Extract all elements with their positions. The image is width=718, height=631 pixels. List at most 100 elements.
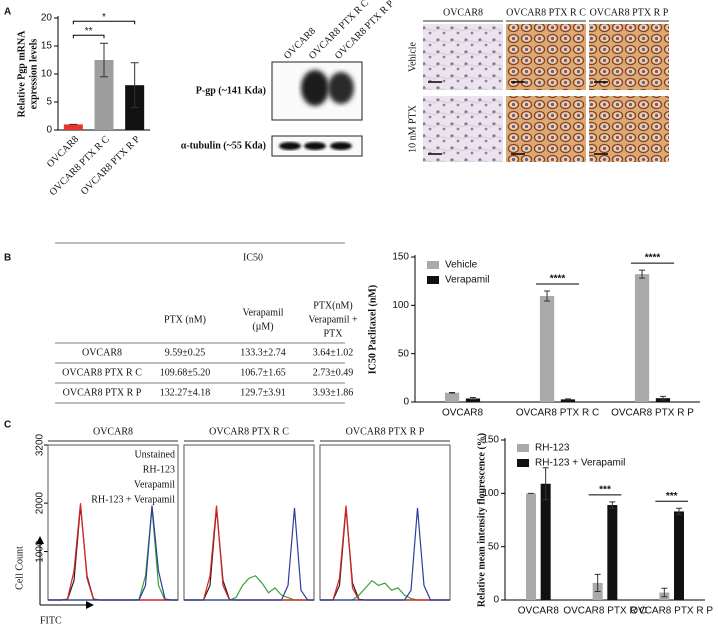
ihc-image xyxy=(423,24,503,90)
table-rules xyxy=(55,242,345,404)
blot-row-label: P-gp (~141 Kda) xyxy=(196,85,266,96)
table-column-label: Verapamil + xyxy=(308,314,358,325)
x-tick-label: OVCAR8 PTX R P xyxy=(630,606,713,617)
plot-frame xyxy=(183,444,315,601)
y-tick-label: 150 xyxy=(482,435,499,446)
legend-swatch xyxy=(517,444,529,452)
y-tick-label: 100 xyxy=(392,300,409,311)
y-tick-label: 0 xyxy=(46,125,52,136)
ihc-image xyxy=(506,24,586,90)
y-axis-label: expression levels xyxy=(28,39,39,110)
legend-label: Unstained xyxy=(134,449,175,460)
y-tick-label: 3200 xyxy=(35,433,46,456)
error-bar xyxy=(469,396,476,400)
y-tick-label: 100 xyxy=(482,488,499,499)
bar xyxy=(674,511,684,600)
histogram-curve xyxy=(320,507,450,601)
ihc-grid xyxy=(423,20,669,162)
ihc-image xyxy=(589,96,669,162)
axis-arrows xyxy=(39,540,90,606)
table-column-label: (µM) xyxy=(252,321,273,332)
bar xyxy=(607,505,618,600)
table-row-label: OVCAR8 PTX R C xyxy=(62,367,142,378)
table-cell: 109.68±5.20 xyxy=(160,367,211,378)
ihc-column-label: OVCAR8 PTX R P xyxy=(590,7,669,18)
histogram-curve xyxy=(184,505,314,601)
significance-label: **** xyxy=(645,253,661,264)
table-cell: 133.3±2.74 xyxy=(240,347,286,358)
table-cell: 9.59±0.25 xyxy=(165,347,206,358)
panel-title: OVCAR8 PTX R P xyxy=(346,426,425,437)
table-column-label: Verapamil xyxy=(242,307,283,318)
table-cell: 129.7±3.91 xyxy=(240,387,286,398)
y-axis-label: Relative Pgp mRNA xyxy=(16,30,27,117)
legend-label: Verapamil xyxy=(134,479,175,490)
histogram-curve xyxy=(320,507,450,601)
ihc-row-label: Vehicle xyxy=(407,41,418,72)
blot-band xyxy=(330,142,352,150)
legend-label: Vehicle xyxy=(445,260,478,271)
blot-row-label: α-tubulin (~55 Kda) xyxy=(181,140,266,151)
blot-band xyxy=(279,142,301,150)
error-bar xyxy=(542,467,549,501)
bar xyxy=(540,483,551,600)
x-tick-label: OVCAR8 xyxy=(442,408,484,419)
y-tick-label: 20 xyxy=(41,13,53,24)
bar xyxy=(465,398,481,402)
y-tick-label: 10 xyxy=(41,69,53,80)
table-column-label: PTX(nM) xyxy=(313,300,352,311)
legend-label: RH-123 xyxy=(143,464,175,475)
y-tick-label: 2000 xyxy=(35,492,46,515)
blot-band xyxy=(301,70,329,106)
y-tick-label: 1000 xyxy=(35,540,46,563)
significance-label: **** xyxy=(550,274,566,285)
table-cell: 3.93±1.86 xyxy=(313,387,354,398)
error-bar xyxy=(130,62,139,109)
legend-swatch xyxy=(427,261,439,269)
y-tick-label: 5 xyxy=(46,97,52,108)
error-bar xyxy=(564,398,571,401)
legend-label: RH-123 + Verapamil xyxy=(535,458,625,469)
error-bar xyxy=(594,573,601,592)
ihc-image xyxy=(589,24,669,90)
blot-band xyxy=(304,142,326,150)
ihc-column-label: OVCAR8 PTX R C xyxy=(506,7,586,18)
legend-label: Verapamil xyxy=(445,275,489,286)
ihc-column-label: OVCAR8 xyxy=(443,7,483,18)
ihc-row-label: 10 nM PTX xyxy=(407,104,418,153)
error-bar xyxy=(661,587,668,598)
histogram-curve xyxy=(48,505,178,601)
table-title: IC50 xyxy=(243,252,263,263)
table-cell: 132.27±4.18 xyxy=(160,387,211,398)
x-tick-label: OVCAR8 PTX R P xyxy=(611,408,694,419)
blot-band xyxy=(328,72,354,104)
significance-label: ** xyxy=(85,26,93,37)
table-cell: 3.64±1.02 xyxy=(313,347,354,358)
ihc-image xyxy=(506,96,586,162)
x-axis-label: FITC xyxy=(40,615,62,626)
significance-label: * xyxy=(102,12,106,23)
bar xyxy=(444,392,460,402)
error-bar xyxy=(609,501,616,509)
table-cell: 2.73±0.49 xyxy=(313,367,354,378)
x-tick-label: OVCAR8 xyxy=(518,606,560,617)
y-axis-label: Relative mean intensity flourescence (%) xyxy=(476,433,487,607)
significance-label: *** xyxy=(599,485,611,496)
significance-bracket xyxy=(72,20,136,25)
legend-swatch xyxy=(517,459,529,467)
histogram-curve xyxy=(48,507,178,601)
error-bar xyxy=(639,269,646,279)
table-row-label: OVCAR8 xyxy=(82,347,122,358)
y-tick-label: 0 xyxy=(403,397,409,408)
y-axis-label: IC50 Paclitaxel (nM) xyxy=(367,285,378,374)
x-tick-label: OVCAR8 PTX R C xyxy=(516,408,599,419)
histogram-curve xyxy=(184,575,314,601)
axes xyxy=(57,16,150,131)
x-tick-label: OVCAR8 PTX R C xyxy=(563,606,646,617)
y-axis-label: Cell Count xyxy=(14,546,25,590)
axes xyxy=(414,255,700,403)
table-row-label: OVCAR8 PTX R P xyxy=(63,387,142,398)
bar xyxy=(526,493,536,600)
